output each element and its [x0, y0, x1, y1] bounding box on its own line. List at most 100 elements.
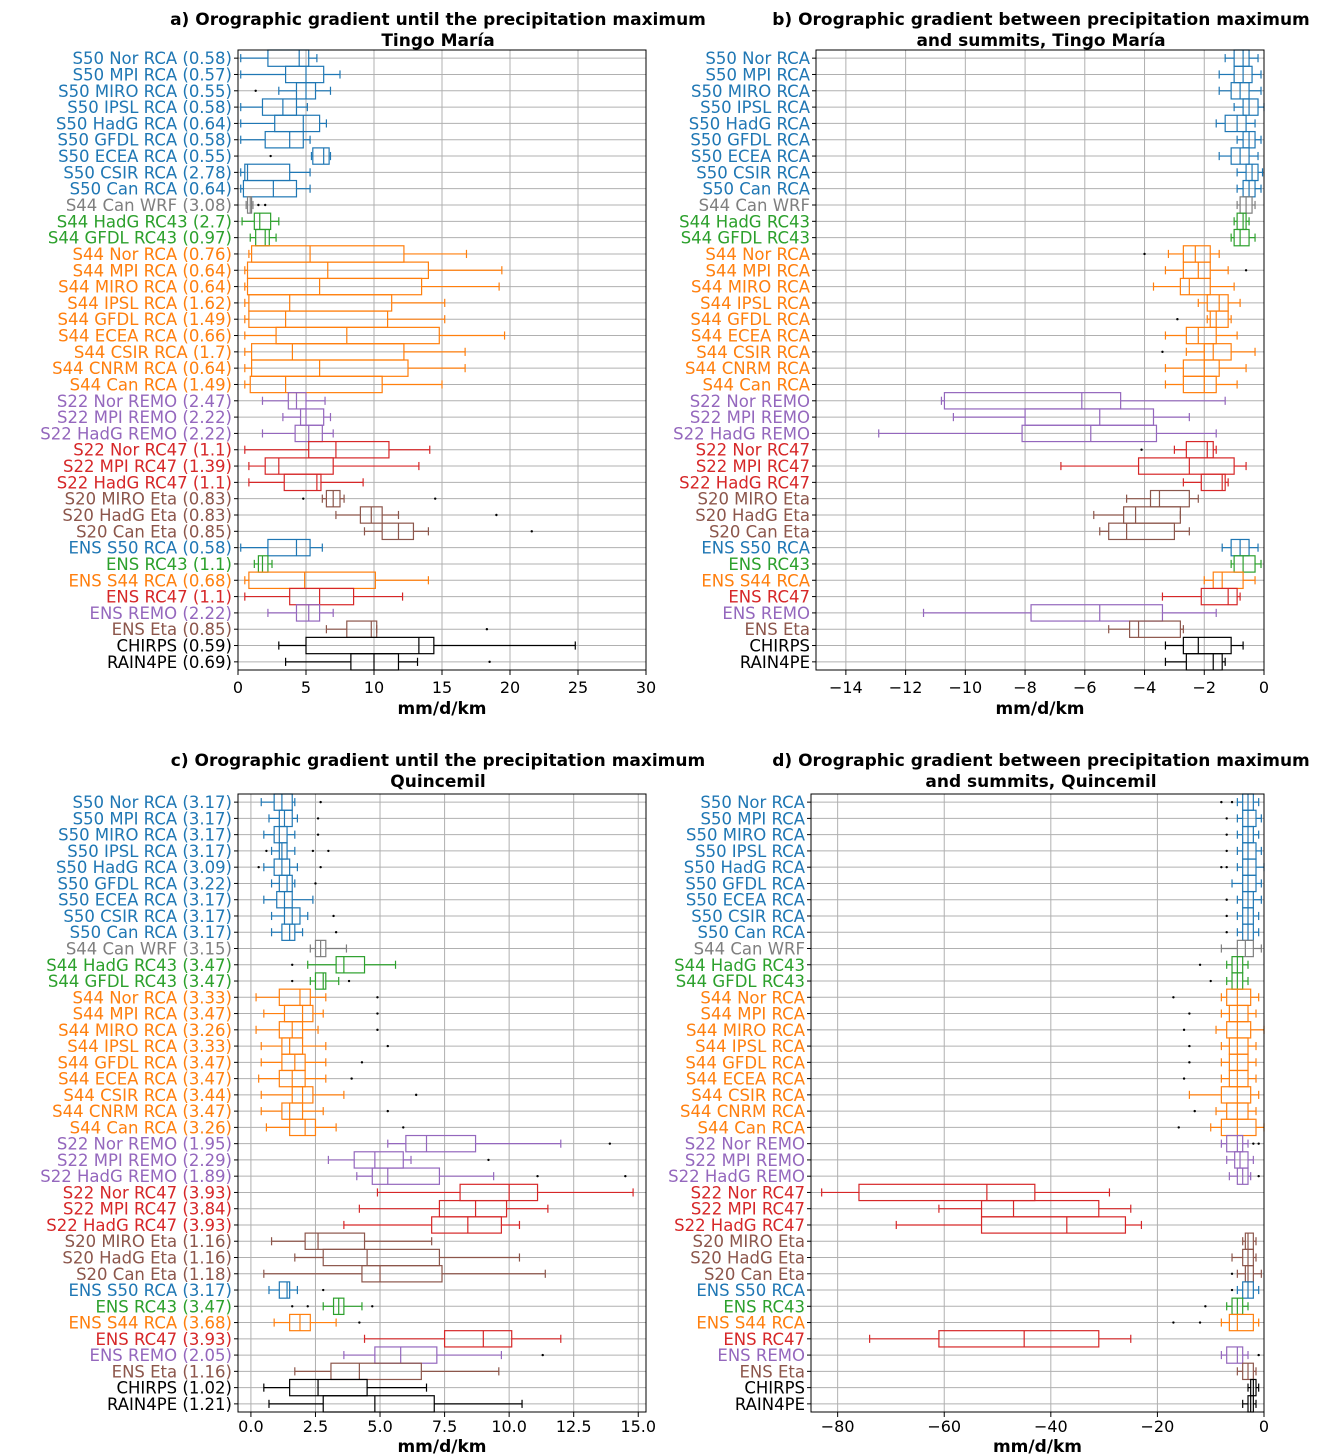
iqr-box — [308, 440, 390, 459]
x-tick-label: −2 — [1192, 678, 1216, 697]
outlier-point — [1177, 1126, 1180, 1129]
iqr-box — [1128, 620, 1181, 638]
box-b-5 — [1236, 130, 1262, 149]
y-tick-label: S44 CNRM RCA (3.47) — [52, 1102, 232, 1121]
iqr-box — [1233, 228, 1250, 247]
x-tick-label: 0 — [1259, 1417, 1269, 1436]
outlier-point — [402, 1126, 405, 1129]
x-tick-label: 10 — [364, 678, 384, 697]
y-tick-label: S50 Can RCA — [703, 180, 811, 199]
outlier-point — [1198, 963, 1202, 966]
box-b-4 — [1215, 114, 1256, 133]
y-tick-label: RAIN4PE (0.69) — [107, 653, 232, 672]
outlier-point — [1188, 1061, 1191, 1064]
y-tick-label: S44 IPSL RCA — [700, 294, 811, 313]
x-tick-label: −40 — [1034, 1417, 1068, 1436]
box-b-6 — [1218, 147, 1259, 165]
y-tick-label: S50 Nor RCA — [705, 49, 810, 68]
box-c-18 — [260, 1086, 418, 1104]
y-tick-label: ENS RC43 — [723, 1297, 805, 1316]
y-tick-label: S50 Can RCA (0.64) — [70, 180, 232, 199]
panel-subtitle: Tingo María — [381, 31, 494, 51]
y-tick-label: S50 CSIR RCA — [691, 907, 805, 926]
y-tick-label: S50 GFDL RCA (3.22) — [58, 874, 232, 893]
y-tick-label: S44 Can WRF (3.15) — [66, 940, 232, 959]
y-tick-label: S50 MPI RCA — [701, 809, 806, 828]
y-tick-label: S50 MIRO RCA (0.55) — [58, 82, 232, 101]
panel-b: b) Orographic gradient between precipita… — [673, 10, 1310, 719]
y-tick-label: S50 GFDL RCA — [690, 131, 810, 150]
y-tick-label: S22 Nor RC47 (1.1) — [73, 441, 232, 460]
outlier-point — [306, 1305, 309, 1308]
plot-frame — [237, 793, 647, 1413]
box-b-23 — [878, 424, 1217, 443]
y-tick-label: S20 MIRO Eta (1.16) — [65, 1232, 232, 1251]
y-tick-label: S44 GFDL RC43 — [676, 972, 805, 991]
iqr-box — [443, 1330, 513, 1348]
outlier-point — [269, 154, 272, 158]
y-tick-label: S44 GFDL RCA (1.49) — [58, 310, 232, 329]
box-a-29 — [363, 522, 533, 541]
box-c-29 — [263, 1265, 546, 1283]
y-tick-label: S22 MPI RC47 — [691, 1200, 805, 1219]
outlier-point — [257, 203, 260, 207]
y-tick-label: ENS RC47 — [723, 1330, 805, 1349]
y-tick-label: S20 MIRO Eta — [697, 490, 810, 509]
y-tick-label: ENS Eta (0.85) — [112, 620, 232, 639]
y-tick-label: S44 Can RCA — [698, 1118, 806, 1137]
box-d-34 — [1220, 1346, 1260, 1364]
box-a-37 — [285, 653, 491, 671]
outlier-point — [316, 817, 320, 820]
y-tick-label: S50 MIRO RCA — [686, 826, 806, 845]
box-b-30 — [1221, 538, 1259, 557]
iqr-box — [242, 179, 298, 198]
iqr-box — [264, 130, 304, 149]
y-tick-label: S22 MPI REMO (2.22) — [57, 408, 232, 427]
box-c-17 — [258, 1069, 353, 1088]
y-tick-label: S50 HadG RCA — [684, 858, 806, 877]
y-tick-label: S44 Can WRF — [694, 940, 805, 959]
outlier-point — [376, 1012, 379, 1015]
outlier-point — [371, 1305, 374, 1308]
outlier-point — [347, 979, 351, 983]
box-a-26 — [248, 473, 364, 492]
box-b-34 — [922, 604, 1217, 622]
outlier-point — [316, 833, 320, 836]
outlier-point — [1182, 1028, 1186, 1032]
iqr-box — [431, 1216, 502, 1234]
x-tick-label: 7.5 — [432, 1417, 457, 1436]
panel-title: b) Orographic gradient between precipita… — [772, 10, 1310, 30]
y-tick-label: S22 MPI REMO (2.29) — [57, 1151, 232, 1170]
outlier-point — [1176, 318, 1179, 321]
y-tick-label: RAIN4PE — [735, 1395, 805, 1414]
x-tick-label: 25 — [568, 678, 588, 697]
box-a-4 — [240, 114, 327, 133]
y-tick-label: ENS S50 RCA (0.58) — [68, 539, 232, 558]
grid-lines — [811, 794, 1265, 1412]
y-tick-label: S44 HadG RC43 (3.47) — [46, 956, 232, 975]
y-tick-label: S44 IPSL RCA (1.62) — [67, 294, 232, 313]
box-b-25 — [1060, 457, 1247, 475]
outlier-point — [1225, 914, 1228, 918]
iqr-box — [267, 538, 311, 557]
y-tick-label: RAIN4PE (1.21) — [107, 1395, 232, 1414]
outlier-point — [350, 1077, 353, 1080]
y-tick-label: S22 MPI RC47 (1.39) — [63, 457, 232, 476]
x-axis-label: mm/d/km — [397, 1437, 486, 1456]
outlier-point — [1188, 1012, 1191, 1015]
x-tick-label: 15.0 — [620, 1417, 656, 1436]
outlier-point — [1244, 269, 1248, 272]
y-tick-label: S44 IPSL RCA (3.33) — [67, 1037, 232, 1056]
iqr-box — [335, 956, 366, 974]
y-tick-label: ENS REMO — [717, 1346, 805, 1365]
box-a-9 — [245, 196, 267, 214]
y-tick-label: ENS REMO — [722, 604, 810, 623]
iqr-box — [1021, 424, 1158, 443]
y-tick-label: S22 HadG RC47 — [679, 473, 810, 492]
y-tick-label: ENS S50 RCA — [701, 539, 810, 558]
iqr-box — [1200, 587, 1238, 606]
box-b-29 — [1099, 522, 1190, 541]
x-tick-label: 0 — [1259, 678, 1269, 697]
y-tick-label: CHIRPS — [749, 637, 810, 656]
outlier-point — [1172, 1321, 1175, 1324]
